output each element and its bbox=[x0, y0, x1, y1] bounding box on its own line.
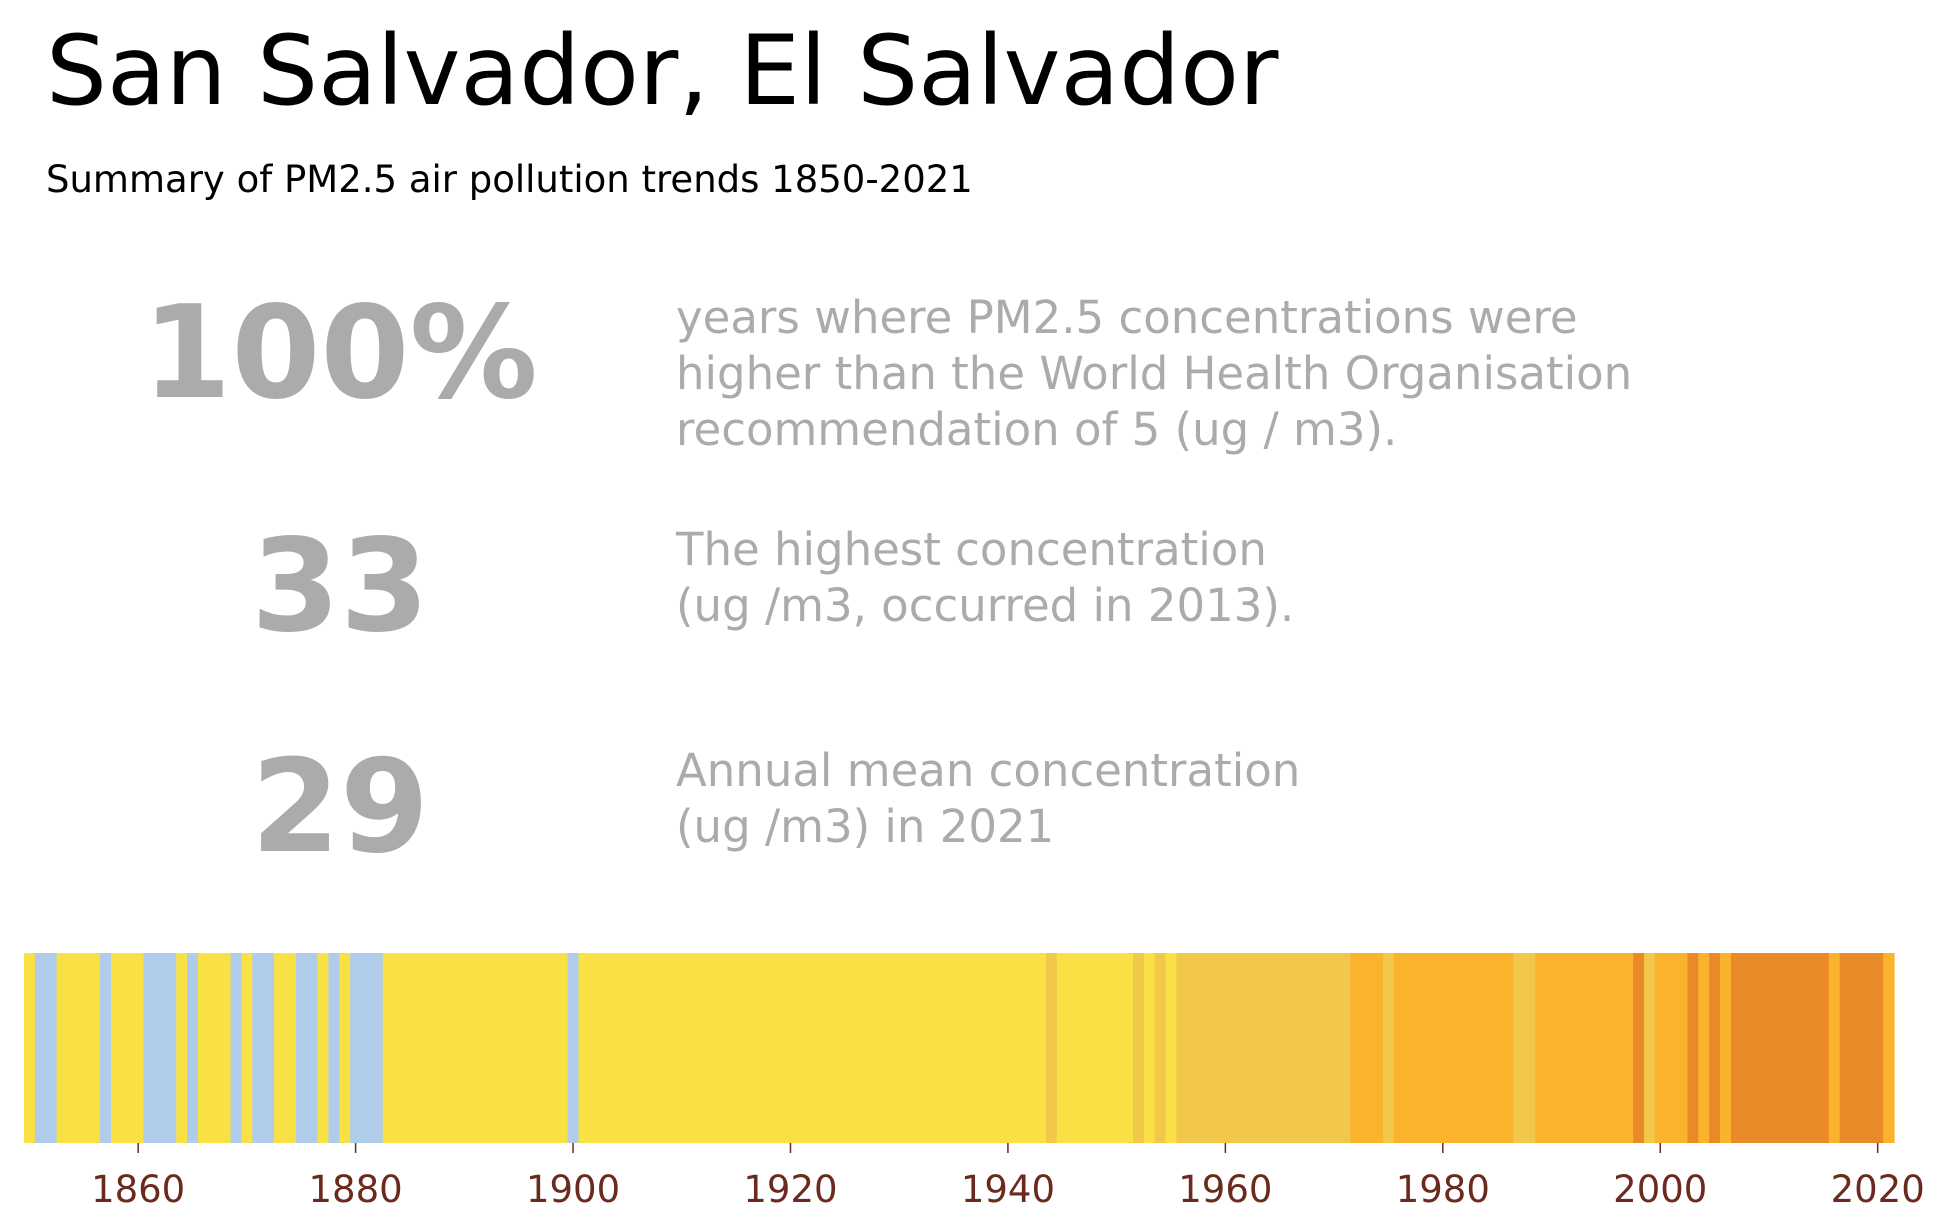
stripe-segment bbox=[143, 953, 177, 1143]
stripe-segment bbox=[1643, 953, 1656, 1143]
stripe-segment bbox=[176, 953, 188, 1143]
stripe-segment bbox=[1132, 953, 1145, 1143]
stripe-segment bbox=[1143, 953, 1156, 1143]
x-tick-label: 1900 bbox=[526, 1168, 620, 1211]
stat-description-line: years where PM2.5 concentrations were bbox=[676, 291, 1578, 344]
stripe-segment bbox=[1154, 953, 1167, 1143]
stripe-segment bbox=[1687, 953, 1699, 1143]
stripe-segment bbox=[1056, 953, 1134, 1143]
stripe-segment bbox=[339, 953, 351, 1143]
stripe-segment bbox=[1045, 953, 1058, 1143]
stripe-segment bbox=[1350, 953, 1384, 1143]
stat-highest-value: 33 bbox=[250, 512, 430, 661]
stripe-segment bbox=[1176, 953, 1351, 1143]
stripe-segment bbox=[252, 953, 275, 1143]
stat-highest-description: The highest concentration (ug /m3, occur… bbox=[676, 522, 1294, 634]
stripe-segment bbox=[382, 953, 569, 1143]
stripe-segment bbox=[1383, 953, 1395, 1143]
stripe-segment bbox=[317, 953, 330, 1143]
stripe-segment bbox=[350, 953, 384, 1143]
stripe-segment bbox=[1698, 953, 1710, 1143]
stat-description-line: Annual mean concentration bbox=[676, 744, 1301, 797]
stat-description-line: (ug /m3, occurred in 2013). bbox=[676, 579, 1295, 632]
x-tick-label: 1880 bbox=[309, 1168, 403, 1211]
stripe-segment bbox=[1730, 953, 1830, 1143]
stripe-segment bbox=[274, 953, 297, 1143]
stripe-segment bbox=[241, 953, 253, 1143]
x-tick-label: 1980 bbox=[1396, 1168, 1490, 1211]
stripe-segment bbox=[34, 953, 58, 1143]
x-tick-label: 1940 bbox=[961, 1168, 1055, 1211]
stat-description-line: The highest concentration bbox=[676, 523, 1267, 576]
stripe-segment bbox=[1513, 953, 1536, 1143]
stripe-segment bbox=[197, 953, 232, 1143]
stripe-segment bbox=[24, 953, 36, 1143]
stripe-segment bbox=[295, 953, 319, 1143]
stripe-segment bbox=[56, 953, 101, 1143]
stat-description-line: recommendation of 5 (ug / m3). bbox=[676, 403, 1398, 456]
stripe-segment bbox=[187, 953, 199, 1143]
stripe-segment bbox=[1828, 953, 1841, 1143]
x-axis: 1860 1880 1900 1920 1940 1960 1980 2000 2020 bbox=[91, 1143, 1925, 1211]
stripe-segment bbox=[110, 953, 145, 1143]
stripe-segment bbox=[1654, 953, 1689, 1143]
stripe-segment bbox=[100, 953, 112, 1143]
page-subtitle: Summary of PM2.5 air pollution trends 18… bbox=[46, 158, 973, 201]
stat-percent-description: years where PM2.5 concentrations were hi… bbox=[676, 290, 1632, 458]
stripe-segment bbox=[1839, 953, 1884, 1143]
stripe-segment bbox=[328, 953, 340, 1143]
stat-description-line: higher than the World Health Organisatio… bbox=[676, 347, 1633, 400]
stripe-group bbox=[24, 953, 1895, 1143]
x-tick-label: 1960 bbox=[1178, 1168, 1272, 1211]
stripe-segment bbox=[1883, 953, 1895, 1143]
stripe-segment bbox=[1393, 953, 1515, 1143]
stat-annual-mean-value: 29 bbox=[250, 733, 430, 882]
x-tick-label: 2000 bbox=[1613, 1168, 1707, 1211]
stat-annual-mean-description: Annual mean concentration (ug /m3) in 20… bbox=[676, 743, 1300, 855]
stripe-segment bbox=[1709, 953, 1721, 1143]
stripe-segment bbox=[1535, 953, 1634, 1143]
stat-percent-value: 100% bbox=[142, 279, 538, 428]
page-title: San Salvador, El Salvador bbox=[46, 15, 1279, 127]
x-tick-label: 1860 bbox=[91, 1168, 185, 1211]
x-tick-label: 1920 bbox=[743, 1168, 837, 1211]
stripe-segment bbox=[1720, 953, 1732, 1143]
stripe-segment bbox=[1633, 953, 1645, 1143]
stripe-segment bbox=[567, 953, 580, 1143]
stripe-segment bbox=[578, 953, 1047, 1143]
stripe-segment bbox=[1165, 953, 1178, 1143]
stat-description-line: (ug /m3) in 2021 bbox=[676, 800, 1055, 853]
x-tick-label: 2020 bbox=[1831, 1168, 1925, 1211]
stripe-segment bbox=[230, 953, 243, 1143]
